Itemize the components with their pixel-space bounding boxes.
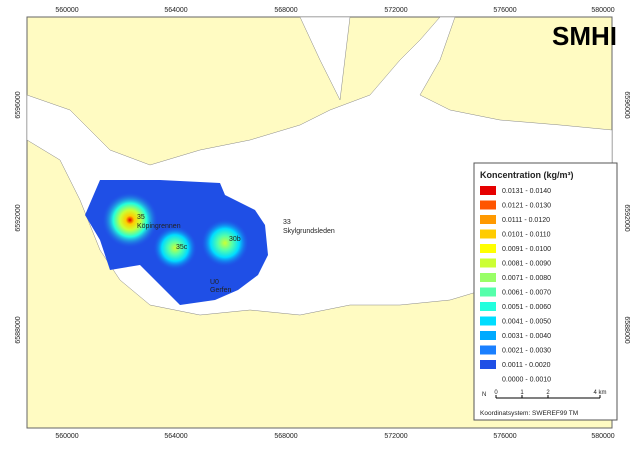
x-coordinate-label: 560000 — [55, 7, 78, 14]
legend-title: Koncentration (kg/m³) — [480, 170, 574, 180]
x-coordinate-label: 572000 — [384, 433, 407, 440]
legend-label: 0.0131 - 0.0140 — [502, 188, 551, 195]
x-coordinate-label: 568000 — [274, 7, 297, 14]
coordinate-system: Koordinatsystem: SWEREF99 TM — [480, 410, 578, 417]
legend: Koncentration (kg/m³) N Koordinatsystem:… — [473, 162, 618, 421]
logo: SMHI — [552, 21, 617, 51]
x-coordinate-label: 576000 — [493, 7, 516, 14]
legend-swatch — [480, 229, 496, 239]
legend-label: 0.0021 - 0.0030 — [502, 348, 551, 355]
x-coordinate-label: 564000 — [164, 7, 187, 14]
y-coordinate-label: 6596000 — [15, 91, 22, 118]
place-number: 35 — [137, 214, 145, 221]
y-coordinate-label: 6596000 — [623, 91, 630, 118]
north-arrow: N — [482, 392, 486, 398]
legend-swatch — [480, 244, 496, 253]
legend-swatch — [480, 186, 496, 195]
place-name: Skylgrundsleden — [283, 228, 335, 235]
x-coordinate-label: 560000 — [55, 433, 78, 440]
hotspot — [201, 219, 249, 267]
legend-label: 0.0051 - 0.0060 — [502, 304, 551, 311]
y-coordinate-label: 6588000 — [623, 316, 630, 343]
scale-label: 1 — [520, 390, 524, 396]
legend-label: 0.0091 - 0.0100 — [502, 246, 551, 253]
place-number: 33 — [283, 219, 291, 226]
legend-swatch — [480, 331, 496, 340]
place-name: Köpingrennen — [137, 223, 181, 230]
scale-label: 0 — [494, 390, 498, 396]
legend-label: 0.0011 - 0.0020 — [502, 362, 551, 369]
place-number: 30b — [229, 236, 241, 243]
y-coordinate-label: 6588000 — [15, 316, 22, 343]
legend-label: 0.0101 - 0.0110 — [502, 232, 551, 239]
scale-label: 2 — [546, 390, 550, 396]
legend-label: 0.0061 - 0.0070 — [502, 290, 551, 297]
legend-swatch — [480, 287, 496, 297]
place-name: Gerfen — [210, 287, 232, 294]
legend-label: 0.0041 - 0.0050 — [502, 319, 551, 326]
legend-swatch — [480, 316, 496, 326]
legend-swatch — [480, 215, 496, 224]
hotspot — [102, 192, 158, 248]
hotspot — [153, 226, 197, 270]
legend-swatch — [480, 273, 496, 282]
legend-swatch — [480, 302, 496, 311]
y-coordinate-label: 6592000 — [15, 204, 22, 231]
legend-box — [473, 162, 618, 421]
water — [299, 16, 351, 101]
x-coordinate-label: 572000 — [384, 7, 407, 14]
legend-swatch — [480, 374, 496, 384]
legend-label: 0.0111 - 0.0120 — [502, 217, 550, 224]
legend-label: 0.0071 - 0.0080 — [502, 275, 551, 282]
x-coordinate-label: 580000 — [591, 433, 614, 440]
legend-swatch — [480, 258, 496, 268]
scale-label: 4 km — [593, 390, 606, 396]
legend-label: 0.0000 - 0.0010 — [502, 377, 551, 384]
legend-label: 0.0121 - 0.0130 — [502, 203, 551, 210]
legend-swatch — [480, 360, 496, 369]
place-number: 35c — [176, 244, 188, 251]
x-coordinate-label: 564000 — [164, 433, 187, 440]
legend-label: 0.0031 - 0.0040 — [502, 333, 551, 340]
x-coordinate-label: 576000 — [493, 433, 516, 440]
x-coordinate-label: 568000 — [274, 433, 297, 440]
legend-swatch — [480, 200, 496, 210]
legend-swatch — [480, 345, 496, 355]
y-coordinate-label: 6592000 — [623, 204, 630, 231]
place-number: U0 — [210, 279, 219, 286]
legend-label: 0.0081 - 0.0090 — [502, 261, 551, 268]
x-coordinate-label: 580000 — [591, 7, 614, 14]
